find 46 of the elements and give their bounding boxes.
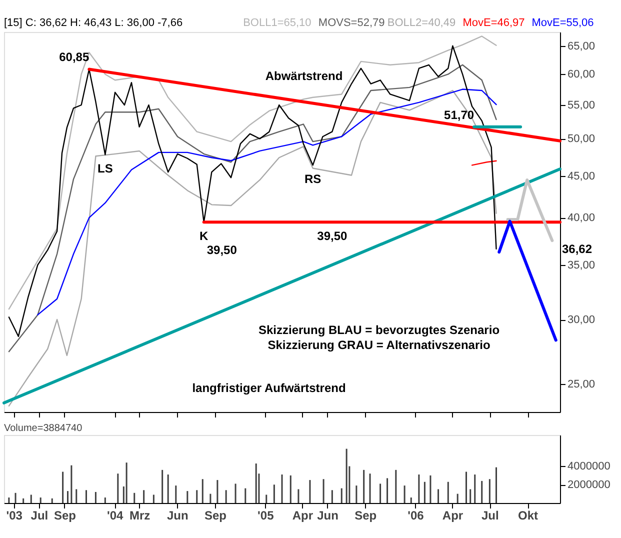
text: BOLL1=65,10 [243, 17, 312, 29]
annotation: RS [304, 172, 322, 186]
x-tick-label: Jun [317, 508, 338, 522]
y-tick-label: 65,00 [568, 40, 596, 52]
y-tick-label: 60,00 [568, 68, 596, 81]
y-tick-label: 50,00 [568, 133, 596, 146]
x-tick-label: Okt [518, 508, 538, 522]
annotation: 39,50 [206, 243, 238, 258]
text: MovE=46,97 [462, 17, 525, 29]
text: MovE=55,06 [532, 17, 594, 29]
chart-title: Volume=3884740 [4, 423, 83, 434]
y-tick-label: 55,00 [568, 100, 596, 112]
text: 36,62 [562, 242, 592, 256]
y-tick-label: 4000000 [568, 460, 610, 473]
y-tick-label: 30,00 [568, 314, 596, 326]
y-tick-label: 25,00 [568, 378, 596, 391]
x-tick-label: '03 [6, 508, 23, 522]
x-tick-label: Jul [482, 508, 499, 522]
x-tick-label: Jun [166, 508, 188, 522]
annotation: 51,70 [444, 108, 474, 122]
line-series [37, 88, 497, 316]
x-tick-label: Sep [54, 508, 76, 522]
annotation: Skizzierung BLAU = bevorzugtes Szenario [258, 323, 500, 337]
y-tick-label: 35,00 [568, 259, 596, 272]
y-tick-label: 2000000 [568, 479, 610, 492]
text: BOLL2=40,49 [387, 17, 456, 29]
y-tick-label: 40,00 [568, 212, 596, 224]
x-tick-label: '04 [107, 508, 124, 522]
annotation: langfristiger Aufwärtstrend [192, 381, 346, 395]
annotation: Skizzierung GRAU = Alternativszenario [268, 338, 490, 352]
text: MOVS=52,79 [318, 17, 385, 29]
x-tick-label: Apr [292, 508, 314, 522]
y-tick-label: 45,00 [568, 170, 596, 183]
annotation: Abwärtstrend [265, 69, 343, 83]
x-tick-label: Mrz [129, 508, 150, 522]
x-tick-label: Sep [354, 508, 377, 522]
x-tick-label: '05 [258, 508, 274, 522]
x-tick-label: Jul [30, 508, 48, 522]
chart-title: [15] C: 36,62 H: 46,43 L: 36,00 -7,66 [4, 17, 183, 29]
annotation: 39,50 [317, 229, 348, 244]
x-tick-label: Sep [204, 508, 226, 522]
x-tick-label: '06 [408, 508, 424, 522]
annotation: 60,85 [59, 50, 90, 64]
annotation: LS [97, 162, 113, 176]
annotation: K [200, 229, 209, 244]
x-tick-label: Apr [442, 508, 464, 522]
